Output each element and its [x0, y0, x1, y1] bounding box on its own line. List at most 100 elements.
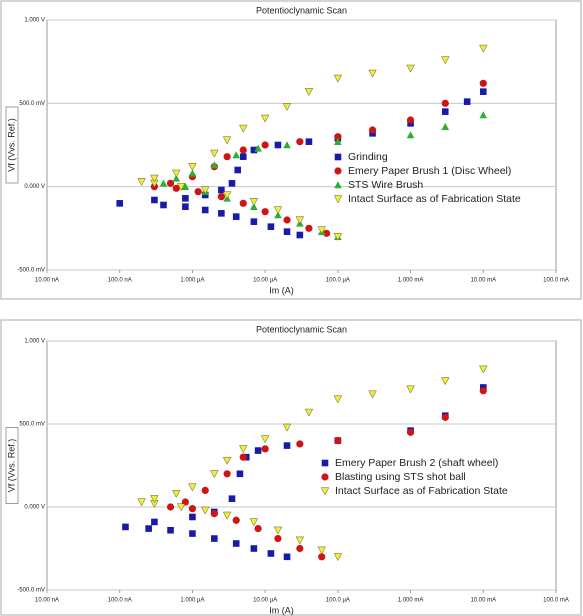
- y-tick-label: 1.000 V: [24, 18, 45, 24]
- marker-circle: [305, 224, 313, 232]
- chart-frame: [0, 319, 582, 616]
- marker-circle: [232, 516, 240, 524]
- marker-square: [189, 530, 196, 537]
- marker-square: [160, 201, 167, 209]
- legend-label: Blasting using STS shot ball: [335, 471, 466, 483]
- x-tick-label: 100.0 nA: [108, 598, 132, 604]
- marker-square: [189, 513, 196, 521]
- marker-square: [239, 153, 247, 160]
- marker-square: [274, 141, 282, 149]
- marker-triangle: [239, 445, 248, 454]
- y-tick-label: -500.0 mV: [17, 588, 45, 594]
- marker-square: [283, 553, 291, 561]
- marker-triangle: [406, 64, 415, 73]
- marker-square: [151, 196, 158, 204]
- y-axis-label-box: [5, 427, 19, 504]
- x-tick-label: 100.0 nA: [108, 278, 132, 284]
- marker-square: [305, 138, 313, 145]
- marker-square: [441, 108, 449, 115]
- marker-triangle: [201, 186, 210, 195]
- marker-triangle: [201, 506, 210, 515]
- marker-triangle: [172, 490, 181, 499]
- marker-circle: [296, 440, 304, 448]
- marker-square: [250, 146, 258, 154]
- marker-triangle: [188, 163, 197, 171]
- marker-square: [201, 191, 209, 199]
- marker-circle: [441, 99, 449, 107]
- legend-label: Emery Paper Brush 1 (Disc Wheel): [348, 165, 511, 177]
- marker-triangle: [159, 179, 168, 187]
- legend-label: Emery Paper Brush 2 (shaft wheel): [335, 457, 498, 469]
- marker-triangle: [260, 114, 270, 123]
- marker-triangle: [137, 178, 146, 186]
- y-tick-label: 1.000 V: [24, 339, 45, 345]
- marker-square: [167, 526, 174, 534]
- marker-square: [283, 228, 291, 235]
- x-tick-label: 100.0 mA: [543, 598, 569, 604]
- marker-circle: [166, 179, 175, 187]
- marker-square: [218, 210, 225, 217]
- marker-circle: [239, 146, 247, 154]
- x-tick-label: 1.000 µA: [180, 598, 204, 604]
- marker-triangle: [222, 456, 232, 465]
- marker-triangle: [181, 182, 190, 190]
- marker-triangle: [260, 435, 270, 444]
- marker-circle: [223, 153, 231, 161]
- marker-triangle: [232, 151, 241, 159]
- x-tick-label: 100.0 µA: [326, 278, 350, 284]
- marker-triangle: [210, 161, 219, 169]
- marker-triangle: [188, 169, 197, 177]
- marker-circle: [261, 208, 269, 216]
- marker-square: [283, 442, 291, 449]
- marker-circle: [223, 470, 231, 478]
- x-tick-label: 10.00 mA: [470, 598, 496, 604]
- marker-triangle: [249, 198, 259, 206]
- marker-triangle: [441, 377, 450, 386]
- marker-circle: [166, 503, 175, 511]
- marker-triangle: [273, 206, 283, 215]
- marker-triangle: [441, 122, 450, 130]
- marker-circle: [296, 544, 304, 553]
- x-axis-label: Im (A): [269, 285, 294, 295]
- marker-triangle: [333, 74, 343, 83]
- marker-circle: [274, 534, 282, 543]
- marker-square: [116, 200, 124, 207]
- marker-triangle: [368, 69, 377, 78]
- marker-triangle: [172, 174, 181, 182]
- marker-triangle: [333, 195, 343, 204]
- y-axis-label: Vf (Vvs. Ref.): [6, 439, 16, 493]
- marker-circle: [318, 553, 326, 561]
- marker-circle: [217, 193, 225, 201]
- marker-square: [228, 180, 236, 187]
- marker-square: [234, 166, 242, 174]
- marker-triangle: [304, 408, 314, 417]
- marker-triangle: [172, 169, 181, 178]
- y-tick-label: 500.0 mV: [19, 101, 45, 107]
- marker-circle: [239, 453, 247, 461]
- x-tick-label: 10.00 nA: [35, 278, 59, 284]
- marker-triangle: [304, 88, 314, 96]
- marker-square: [151, 518, 158, 526]
- x-tick-label: 1.000 mA: [398, 278, 424, 284]
- marker-triangle: [250, 202, 258, 210]
- marker-triangle: [283, 141, 291, 149]
- marker-triangle: [334, 137, 342, 145]
- marker-square: [201, 206, 209, 214]
- marker-circle: [261, 445, 269, 453]
- marker-circle: [261, 141, 269, 149]
- marker-square: [232, 540, 240, 547]
- marker-triangle: [210, 470, 219, 479]
- marker-square: [463, 98, 471, 105]
- marker-triangle: [406, 131, 415, 139]
- x-tick-label: 10.00 µA: [253, 278, 277, 284]
- marker-triangle: [176, 183, 186, 191]
- marker-square: [250, 545, 258, 552]
- marker-triangle: [273, 526, 283, 535]
- marker-triangle: [150, 495, 159, 504]
- marker-triangle: [441, 56, 450, 65]
- y-tick-label: 0.000 V: [24, 184, 45, 190]
- marker-triangle: [406, 385, 415, 394]
- x-tick-label: 1.000 µA: [180, 278, 204, 284]
- marker-circle: [296, 138, 304, 146]
